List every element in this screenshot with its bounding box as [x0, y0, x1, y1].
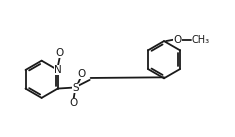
Text: O: O [173, 35, 181, 45]
Text: N: N [54, 65, 62, 75]
Text: CH₃: CH₃ [192, 35, 210, 45]
Text: O: O [78, 69, 86, 79]
Text: O: O [69, 98, 78, 108]
Text: S: S [72, 83, 79, 93]
Text: O: O [55, 48, 64, 58]
